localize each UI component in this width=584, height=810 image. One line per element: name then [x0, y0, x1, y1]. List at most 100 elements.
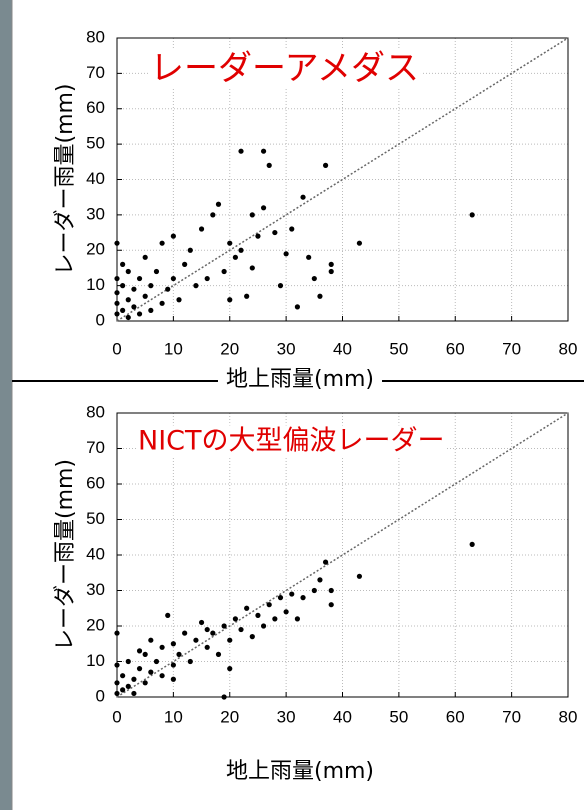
- point: [176, 297, 181, 302]
- point: [114, 311, 119, 316]
- point: [329, 262, 334, 267]
- x-tick-label: 50: [389, 707, 408, 726]
- point: [300, 595, 305, 600]
- x-tick-label: 0: [112, 339, 121, 358]
- point: [205, 645, 210, 650]
- point: [160, 673, 165, 678]
- point: [323, 560, 328, 565]
- y-axis-label: レーダー雨量(mm): [53, 83, 78, 275]
- point: [143, 294, 148, 299]
- y-tick-label: 10: [86, 651, 105, 670]
- point: [131, 691, 136, 696]
- point: [255, 613, 260, 618]
- point: [470, 542, 475, 547]
- y-tick-label: 60: [86, 98, 105, 117]
- point: [272, 230, 277, 235]
- point: [216, 202, 221, 207]
- x-tick-label: 60: [446, 339, 465, 358]
- point: [188, 659, 193, 664]
- point: [295, 616, 300, 621]
- point: [261, 149, 266, 154]
- point: [143, 652, 148, 657]
- point: [131, 287, 136, 292]
- point: [227, 297, 232, 302]
- point: [199, 226, 204, 231]
- point: [284, 251, 289, 256]
- point: [114, 290, 119, 295]
- point: [250, 212, 255, 217]
- y-tick-label: 30: [86, 580, 105, 599]
- side-strip: [0, 0, 12, 810]
- x-axis-label: 地上雨量(mm): [226, 759, 374, 784]
- x-tick-label: 30: [277, 339, 296, 358]
- chart: 0102030405060708001020304050607080レーダーアメ…: [0, 0, 584, 810]
- point: [261, 623, 266, 628]
- x-tick-label: 70: [502, 707, 521, 726]
- x-axis-label: 地上雨量(mm): [226, 367, 374, 392]
- point: [126, 659, 131, 664]
- point: [205, 627, 210, 632]
- point: [278, 595, 283, 600]
- y-tick-label: 0: [96, 310, 105, 329]
- point: [250, 265, 255, 270]
- point: [238, 149, 243, 154]
- y-tick-label: 40: [86, 169, 105, 188]
- point: [210, 212, 215, 217]
- point: [114, 276, 119, 281]
- point: [222, 269, 227, 274]
- point: [261, 205, 266, 210]
- x-tick-label: 60: [446, 707, 465, 726]
- page: {"chart_data": [ {"type": "scatter", "an…: [0, 0, 584, 810]
- point: [182, 262, 187, 267]
- point: [160, 241, 165, 246]
- point: [233, 616, 238, 621]
- y-tick-label: 30: [86, 204, 105, 223]
- y-tick-label: 20: [86, 615, 105, 634]
- y-tick-label: 20: [86, 240, 105, 259]
- point: [329, 269, 334, 274]
- x-tick-label: 10: [164, 339, 183, 358]
- y-tick-label: 70: [86, 438, 105, 457]
- point: [114, 241, 119, 246]
- y-tick-label: 10: [86, 275, 105, 294]
- point: [357, 574, 362, 579]
- point: [131, 677, 136, 682]
- point: [148, 283, 153, 288]
- x-tick-label: 30: [277, 707, 296, 726]
- y-tick-label: 50: [86, 134, 105, 153]
- x-tick-label: 20: [220, 339, 239, 358]
- point: [154, 269, 159, 274]
- point: [126, 269, 131, 274]
- point: [120, 673, 125, 678]
- point: [114, 662, 119, 667]
- y-axis-label: レーダー雨量(mm): [53, 459, 78, 651]
- point: [126, 684, 131, 689]
- point: [255, 234, 260, 239]
- point: [289, 591, 294, 596]
- point: [148, 308, 153, 313]
- point: [137, 276, 142, 281]
- point: [193, 283, 198, 288]
- point: [244, 294, 249, 299]
- y-tick-label: 60: [86, 473, 105, 492]
- point: [171, 662, 176, 667]
- y-tick-label: 80: [86, 27, 105, 46]
- point: [278, 283, 283, 288]
- point: [114, 301, 119, 306]
- point: [238, 627, 243, 632]
- point: [120, 308, 125, 313]
- y-tick-label: 80: [86, 402, 105, 421]
- point: [176, 652, 181, 657]
- point: [143, 255, 148, 260]
- point: [289, 226, 294, 231]
- point: [160, 645, 165, 650]
- point: [188, 248, 193, 253]
- y-tick-label: 0: [96, 686, 105, 705]
- point: [216, 652, 221, 657]
- x-tick-label: 80: [559, 339, 578, 358]
- point: [233, 255, 238, 260]
- point: [295, 304, 300, 309]
- point: [171, 641, 176, 646]
- point: [114, 680, 119, 685]
- point: [137, 666, 142, 671]
